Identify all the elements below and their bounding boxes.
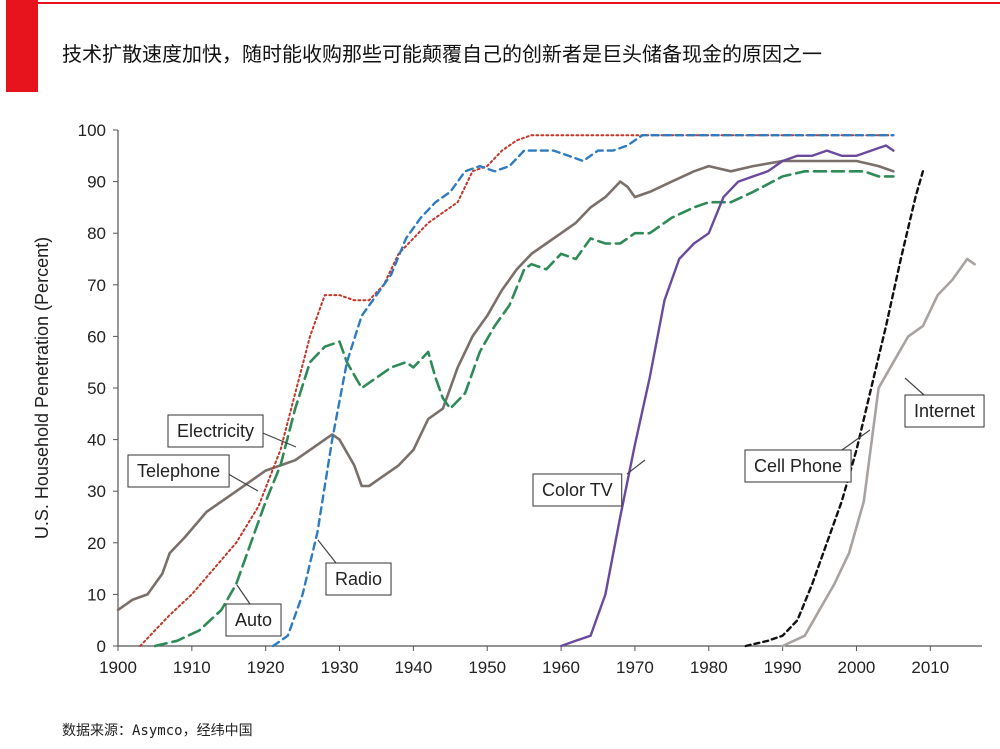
callout-leader-color-tv [626,459,646,475]
x-tick-label: 1910 [173,658,211,677]
callout-box-electricity [167,414,264,448]
y-tick-label: 70 [87,276,106,295]
callout-label-electricity: Electricity [177,421,254,441]
y-tick-label: 60 [87,327,106,346]
series-line-color-tv [559,144,895,648]
y-tick-label: 10 [87,585,106,604]
chart-axes: 0 10 20 30 40 50 60 70 80 90 100 1900 1910 1920 1930 19… [32,121,982,677]
callout-electricity: Electricity [167,414,264,448]
y-axis-label: U.S. Household Penetration (Percent) [32,237,52,539]
y-tick-label: 50 [87,379,106,398]
callout-cell-phone: Cell Phone [744,449,852,483]
callout-box-cell-phone [744,449,852,483]
header-rule [38,2,1000,4]
x-tick-label: 1980 [690,658,728,677]
callout-radio: Radio [325,562,392,596]
callout-label-internet: Internet [914,401,975,421]
y-tick-label: 0 [97,637,106,656]
callout-auto: Auto [225,603,282,637]
callout-box-internet [904,394,985,428]
x-tick-label: 2010 [911,658,949,677]
y-tick-label: 30 [87,482,106,501]
x-tick-label: 1970 [616,658,654,677]
x-tick-label: 1900 [99,658,137,677]
y-tick-label: 100 [78,121,106,140]
callout-box-color-tv [532,473,623,507]
page-title: 技术扩散速度加快，随时能收购那些可能颠覆自己的创新者是巨头储备现金的原因之一 [62,42,822,66]
callout-label-radio: Radio [335,569,382,589]
chart-callouts: Electricity Telephone Auto Radio Color TV Cel… [127,377,985,637]
line-chart: 0 10 20 30 40 50 60 70 80 90 100 1900 1910 1920 1930 19… [32,121,985,677]
callout-leader-auto [236,584,251,605]
series-line-electricity [116,159,895,612]
callout-box-radio [325,562,392,596]
y-tick-label: 20 [87,534,106,553]
x-tick-label: 1960 [542,658,580,677]
chart-series [116,134,976,648]
callout-leader-radio [317,539,337,564]
callout-telephone: Telephone [127,454,230,488]
series-line-telephone [139,134,895,647]
callout-color-tv: Color TV [532,473,623,507]
x-tick-label: 2000 [838,658,876,677]
series-line-internet [781,257,976,648]
y-tick-label: 40 [87,431,106,450]
callout-internet: Internet [904,394,985,428]
callout-box-auto [225,603,282,637]
x-tick-label: 1940 [394,658,432,677]
title-accent-bar [6,0,38,92]
callout-leader-electricity [257,430,297,448]
callout-leader-internet [904,377,925,396]
x-tick-label: 1950 [468,658,506,677]
callout-box-telephone [127,454,230,488]
x-tick-label: 1930 [321,658,359,677]
callout-label-auto: Auto [235,610,272,630]
series-line-radio [271,134,895,648]
callout-label-cell-phone: Cell Phone [754,456,842,476]
series-line-cell-phone [744,170,925,648]
callout-label-telephone: Telephone [137,461,220,481]
y-tick-label: 80 [87,224,106,243]
source-note: 数据来源：Asymco，经纬中国 [62,723,253,739]
x-tick-label: 1920 [247,658,285,677]
callout-leader-cell-phone [841,429,871,451]
y-tick-label: 90 [87,173,106,192]
callout-label-color-tv: Color TV [542,480,613,500]
series-line-auto [153,170,895,648]
x-tick-label: 1990 [764,658,802,677]
